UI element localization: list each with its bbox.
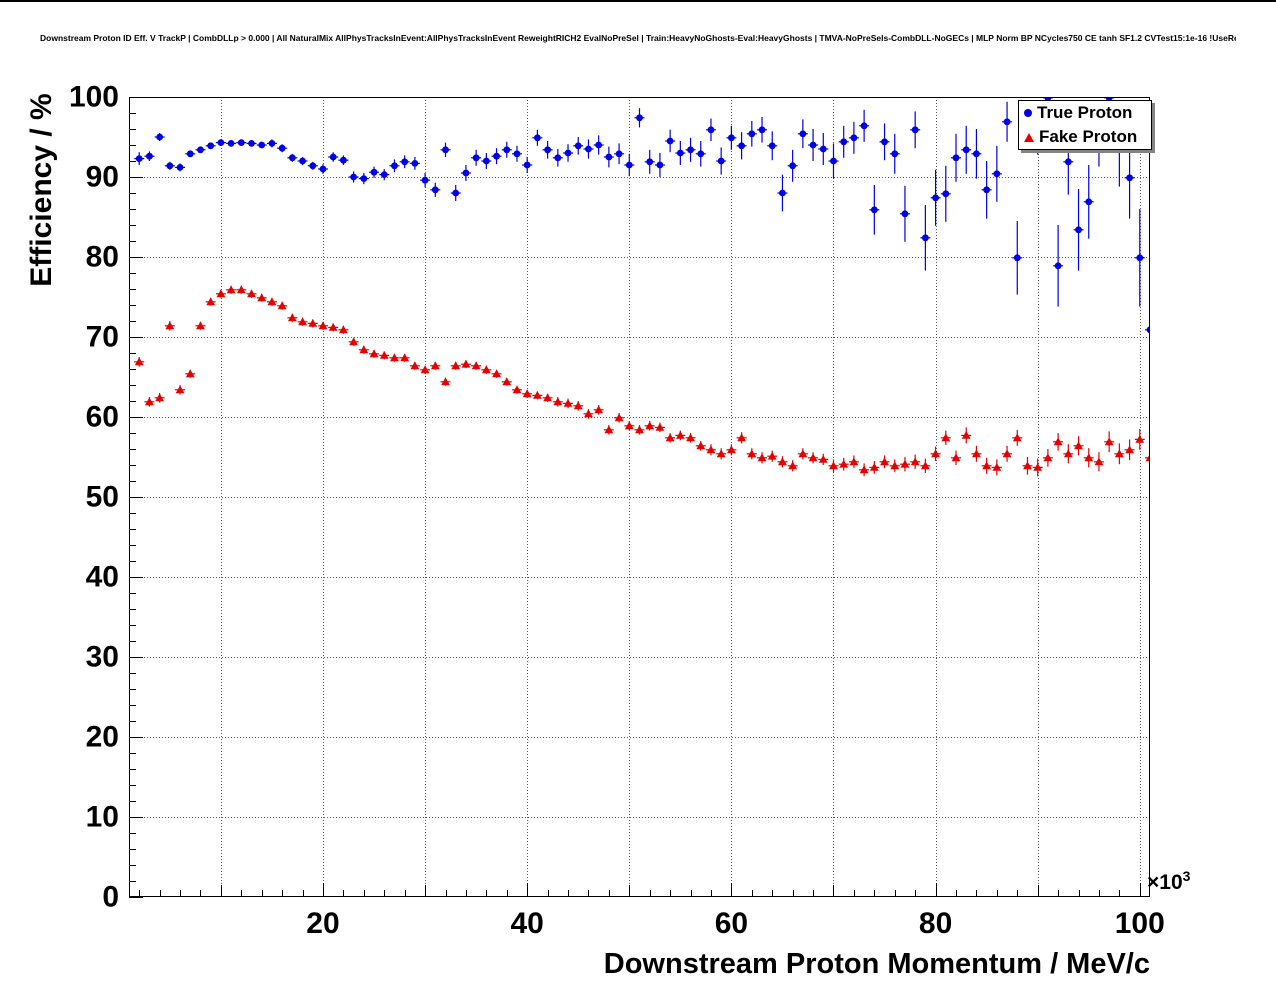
legend-entry-fake-proton: Fake Proton xyxy=(1019,125,1151,149)
canvas-top-border xyxy=(0,0,1276,2)
legend-label-true-proton: True Proton xyxy=(1037,103,1133,122)
svg-text:20: 20 xyxy=(306,907,339,940)
x-exponent-base: ×10 xyxy=(1147,871,1183,894)
svg-text:40: 40 xyxy=(86,561,119,594)
svg-text:100: 100 xyxy=(69,81,119,114)
legend-label-fake-proton: Fake Proton xyxy=(1039,127,1138,146)
gridlines xyxy=(129,97,1150,897)
x-axis-title: Downstream Proton Momentum / MeV/c xyxy=(603,948,1150,980)
svg-text:20: 20 xyxy=(86,721,119,754)
legend: True Proton Fake Proton xyxy=(1018,100,1152,150)
series-true-proton xyxy=(134,97,1150,395)
svg-text:80: 80 xyxy=(86,241,119,274)
svg-text:40: 40 xyxy=(511,907,544,940)
y-axis-title: Efficiency / % xyxy=(25,93,58,287)
true-proton-marker-icon xyxy=(1024,109,1032,117)
series-fake-proton xyxy=(134,285,1150,477)
svg-text:70: 70 xyxy=(86,321,119,354)
plot-title: Downstream Proton ID Eff. V TrackP | Com… xyxy=(40,33,1236,43)
svg-text:80: 80 xyxy=(919,907,952,940)
svg-text:60: 60 xyxy=(715,907,748,940)
svg-text:50: 50 xyxy=(86,481,119,514)
axis-ticks xyxy=(129,97,1141,898)
tick-labels: 0 10 20 30 40 50 60 70 80 90 100 20 40 60 80 100 xyxy=(69,81,1165,941)
svg-text:10: 10 xyxy=(86,801,119,834)
plot-frame xyxy=(129,97,1150,897)
svg-text:30: 30 xyxy=(86,641,119,674)
legend-entry-true-proton: True Proton xyxy=(1019,101,1151,125)
x-axis-exponent: ×103 xyxy=(1147,868,1190,895)
fake-proton-marker-icon xyxy=(1024,132,1034,142)
svg-text:100: 100 xyxy=(1115,907,1165,940)
x-exponent-power: 3 xyxy=(1182,868,1191,884)
svg-text:60: 60 xyxy=(86,401,119,434)
svg-text:0: 0 xyxy=(102,881,119,914)
svg-text:90: 90 xyxy=(86,161,119,194)
